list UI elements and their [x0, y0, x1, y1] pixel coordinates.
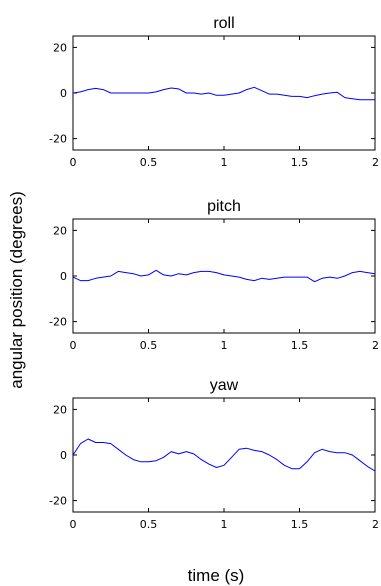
- figure-xlabel: time (s): [188, 566, 245, 585]
- y-tick-label-roll: 20: [53, 41, 67, 54]
- x-tick-label-roll: 1: [221, 156, 228, 169]
- x-tick-label-roll: 0: [70, 156, 77, 169]
- figure-ylabel: angular position (degrees): [7, 191, 26, 389]
- series-line-roll: [72, 86, 375, 101]
- y-tick-label-pitch: -20: [49, 316, 67, 329]
- x-tick-label-yaw: 2: [372, 518, 379, 531]
- subplot-title-yaw: yaw: [210, 377, 239, 394]
- x-tick-label-pitch: 0.5: [140, 339, 158, 352]
- plot-frame-yaw: [72, 397, 376, 513]
- y-tick-label-yaw: -20: [49, 495, 67, 508]
- x-tick-label-roll: 0.5: [140, 156, 158, 169]
- x-tick-label-roll: 2: [372, 156, 379, 169]
- x-tick-label-pitch: 2: [372, 339, 379, 352]
- x-tick-label-yaw: 1: [221, 518, 228, 531]
- series-line-pitch: [72, 269, 376, 283]
- y-tick-label-yaw: 0: [60, 449, 67, 462]
- plot-frame-pitch: [72, 218, 376, 334]
- x-tick-label-pitch: 1.5: [291, 339, 309, 352]
- subplot-title-roll: roll: [213, 15, 234, 32]
- x-tick-label-yaw: 0: [70, 518, 77, 531]
- x-tick-label-roll: 1.5: [291, 156, 309, 169]
- y-tick-label-pitch: 0: [60, 270, 67, 283]
- x-tick-label-yaw: 0.5: [140, 518, 158, 531]
- subplot-title-pitch: pitch: [207, 198, 241, 215]
- series-line-yaw: [72, 438, 376, 472]
- y-tick-label-roll: 0: [60, 87, 67, 100]
- y-tick-label-roll: -20: [49, 133, 67, 146]
- x-tick-label-pitch: 0: [70, 339, 77, 352]
- x-tick-label-pitch: 1: [221, 339, 228, 352]
- y-tick-label-yaw: 20: [53, 403, 67, 416]
- x-tick-label-yaw: 1.5: [291, 518, 309, 531]
- y-tick-label-pitch: 20: [53, 224, 67, 237]
